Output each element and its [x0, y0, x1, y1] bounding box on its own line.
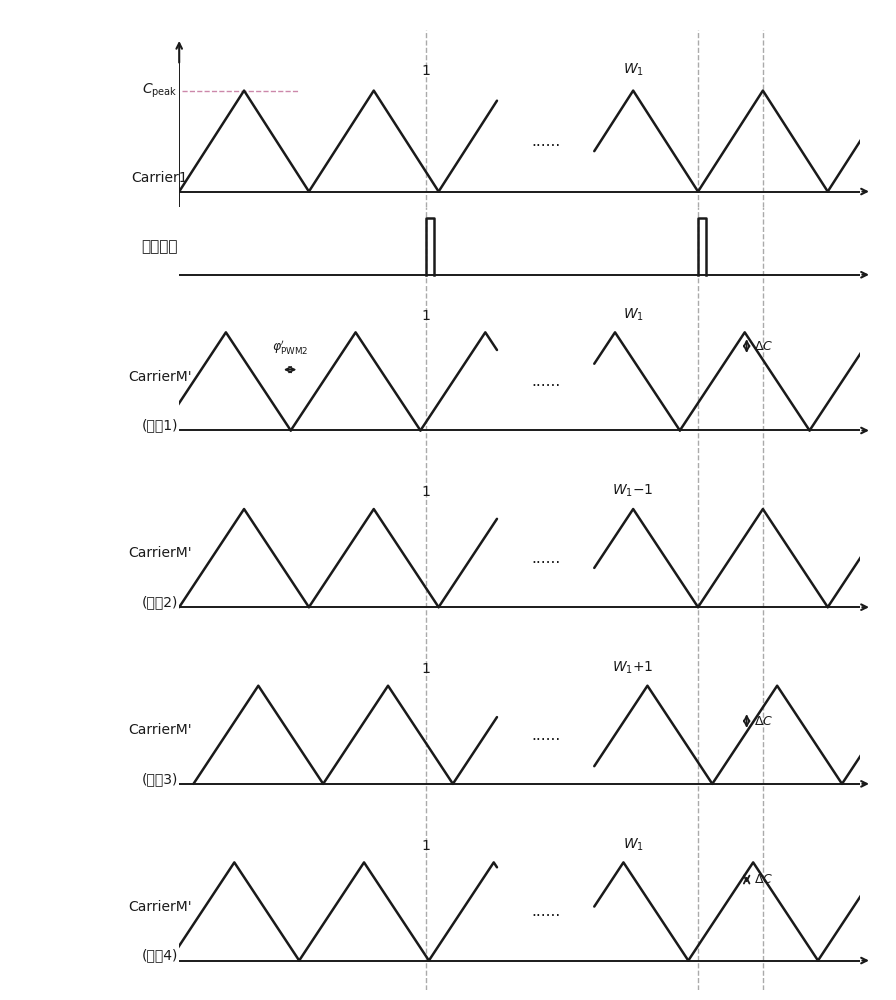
Text: 1: 1 [421, 64, 430, 78]
Text: (情况1): (情况1) [142, 419, 178, 433]
Text: $C_{\rm peak}$: $C_{\rm peak}$ [142, 81, 177, 100]
Text: 1: 1 [421, 485, 430, 499]
Text: CarrierM': CarrierM' [128, 723, 192, 737]
Text: 1: 1 [421, 839, 430, 853]
Text: 同步信号: 同步信号 [142, 239, 178, 254]
Text: CarrierM': CarrierM' [128, 900, 192, 914]
Text: ......: ...... [531, 728, 560, 743]
Text: (情况3): (情况3) [142, 772, 178, 786]
Text: $W_1$: $W_1$ [623, 62, 643, 78]
Text: 1: 1 [421, 662, 430, 676]
Text: $W_1{+}1$: $W_1{+}1$ [612, 659, 654, 676]
Text: CarrierM': CarrierM' [128, 370, 192, 384]
Text: ......: ...... [531, 551, 560, 566]
Text: $W_1$: $W_1$ [623, 306, 643, 323]
Text: $\Delta C$: $\Delta C$ [754, 340, 773, 353]
Text: $\varphi_{\rm PWM2}'$: $\varphi_{\rm PWM2}'$ [271, 338, 308, 356]
Text: Carrier1: Carrier1 [132, 171, 188, 185]
Text: ......: ...... [531, 134, 560, 149]
Text: $\Delta C$: $\Delta C$ [754, 715, 773, 728]
Text: ......: ...... [531, 904, 560, 919]
Text: (情况2): (情况2) [142, 595, 178, 609]
Text: CarrierM': CarrierM' [128, 546, 192, 560]
Text: (情况4): (情况4) [142, 949, 178, 963]
Text: $W_1{-}1$: $W_1{-}1$ [612, 483, 654, 499]
Text: ......: ...... [531, 374, 560, 389]
Text: 1: 1 [421, 309, 430, 323]
Text: $\Delta C$: $\Delta C$ [754, 873, 773, 886]
Text: $W_1$: $W_1$ [623, 836, 643, 853]
